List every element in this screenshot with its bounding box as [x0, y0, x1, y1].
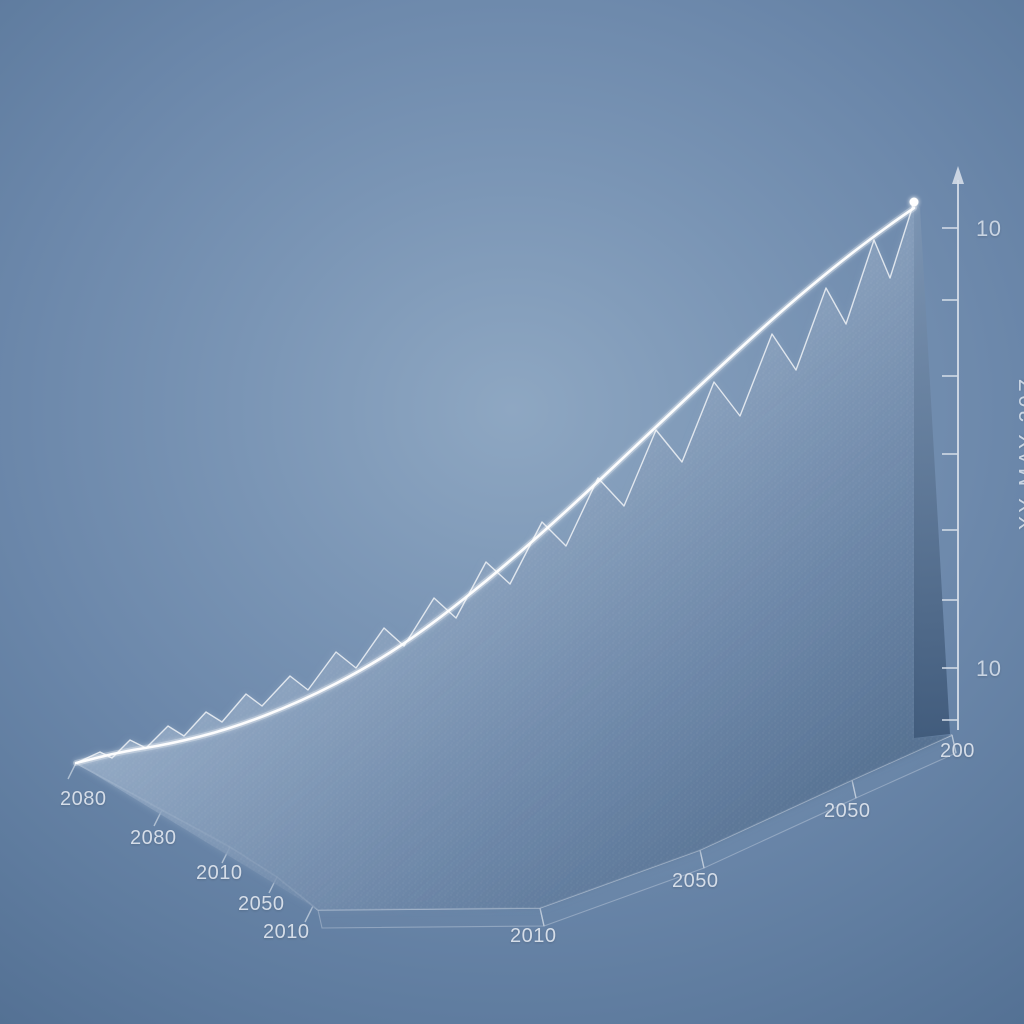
- axis-tick-label: 2010: [510, 925, 557, 948]
- y-axis: [942, 166, 964, 730]
- axis-tick-label: 10: [976, 216, 1001, 242]
- axis-tick-label: 2050: [824, 800, 871, 823]
- axis-tick-label: 2010: [196, 862, 243, 885]
- axis-tick-label: 200: [940, 740, 975, 763]
- y-axis-title: XY MAY 20Z: [1014, 376, 1024, 531]
- axis-tick-label: 2050: [238, 893, 285, 916]
- axis-tick-label: 2010: [263, 921, 310, 944]
- axis-tick-label: 2050: [672, 870, 719, 893]
- axis-tick-label: 2080: [130, 827, 177, 850]
- axis-tick-label: 10: [976, 656, 1001, 682]
- axis-tick-label: 2080: [60, 788, 107, 811]
- growth-chart: [0, 0, 1024, 1024]
